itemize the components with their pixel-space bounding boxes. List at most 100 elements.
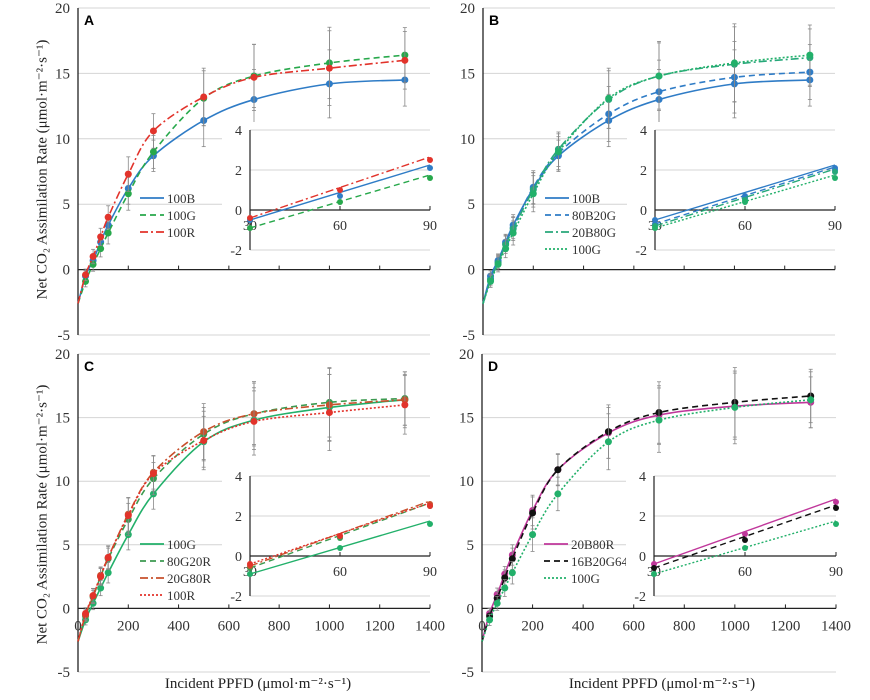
data-point: [605, 94, 613, 102]
series-100G: [481, 370, 815, 642]
data-point: [89, 253, 97, 261]
inset-data-point: [742, 531, 748, 537]
data-point: [89, 260, 97, 268]
data-point: [401, 401, 409, 409]
data-point: [731, 403, 739, 411]
inset-data-point: [247, 571, 253, 577]
legend-label: 100G: [572, 242, 601, 257]
inset-x-tick-label: 60: [738, 565, 752, 580]
y-tick-label: 10: [459, 474, 474, 490]
x-tick-label: 400: [572, 618, 595, 634]
inset-data-point: [833, 505, 839, 511]
data-point: [554, 466, 562, 474]
x-tick-label: 1200: [365, 618, 395, 634]
y-tick-label: 15: [459, 411, 474, 427]
inset-B: -2024306090: [627, 122, 842, 259]
data-point: [807, 396, 815, 404]
inset-data-point: [742, 537, 748, 543]
inset-data-point: [337, 193, 343, 199]
y-tick-label: 10: [55, 132, 70, 148]
y-tick-label: 10: [55, 474, 70, 490]
data-point: [149, 148, 157, 156]
inset-data-point: [652, 225, 658, 231]
legend-label: 80G20R: [167, 554, 211, 569]
y-tick-label: 20: [55, 1, 70, 17]
panel-label: B: [489, 12, 499, 28]
data-point: [494, 260, 502, 268]
legend-label: 20G80R: [167, 571, 211, 586]
inset-data-point: [247, 561, 253, 567]
data-point: [486, 616, 494, 624]
series-100R: [77, 30, 409, 304]
data-point: [250, 73, 258, 81]
data-point: [124, 512, 132, 520]
data-point: [493, 599, 501, 607]
legend-label: 100R: [167, 225, 196, 240]
inset-y-tick-label: -2: [635, 244, 647, 259]
data-point: [200, 436, 208, 444]
inset-background: [627, 122, 837, 258]
data-point: [124, 190, 132, 198]
data-point: [509, 229, 517, 237]
data-point: [401, 56, 409, 64]
y-tick-label: 20: [55, 347, 70, 363]
inset-y-tick-label: 4: [640, 124, 647, 139]
x-tick-label: 1000: [720, 618, 750, 634]
y-tick-label: 0: [63, 263, 71, 279]
data-point: [97, 584, 105, 592]
inset-y-tick-label: 2: [235, 510, 242, 525]
inset-data-point: [337, 199, 343, 205]
inset-y-tick-label: 0: [640, 204, 647, 219]
inset-A: -2024306090: [222, 122, 437, 259]
inset-x-tick-label: 90: [829, 565, 843, 580]
panel-label: A: [84, 12, 94, 28]
data-point: [104, 569, 112, 577]
y-tick-label: -5: [58, 328, 71, 344]
y-tick-label: 5: [467, 538, 475, 554]
legend-label: 20B80R: [571, 537, 615, 552]
legend-label: 80B20G: [572, 208, 616, 223]
inset-y-tick-label: 0: [235, 204, 242, 219]
data-point: [508, 569, 516, 577]
inset-data-point: [427, 175, 433, 181]
y-tick-label: -5: [463, 328, 476, 344]
y-tick-label: -5: [462, 665, 475, 681]
inset-C: -2024306090: [222, 468, 437, 605]
x-tick-label: 600: [622, 618, 645, 634]
inset-y-tick-label: 4: [235, 124, 242, 139]
y-tick-label: 10: [460, 132, 475, 148]
x-tick-label: 0: [74, 618, 82, 634]
inset-y-tick-label: 0: [235, 550, 242, 565]
inset-data-point: [833, 521, 839, 527]
data-point: [730, 59, 738, 67]
x-tick-label: 600: [218, 618, 241, 634]
x-tick-label: 800: [673, 618, 696, 634]
inset-x-tick-label: 90: [423, 219, 437, 234]
y-tick-label: 0: [468, 263, 476, 279]
y-tick-label: 15: [55, 411, 70, 427]
inset-y-tick-label: 2: [640, 164, 647, 179]
data-point: [529, 509, 537, 517]
inset-x-tick-label: 60: [333, 219, 347, 234]
y-tick-label: 5: [468, 197, 476, 213]
y-axis-label-bottom: Net CO₂ Assimilation Rate (μmol·m⁻²·s⁻¹): [34, 384, 51, 645]
data-point: [97, 245, 105, 253]
y-tick-label: 15: [55, 66, 70, 82]
legend-label: 16B20G64R: [571, 554, 637, 569]
data-point: [325, 64, 333, 72]
x-tick-label: 0: [478, 618, 486, 634]
data-point: [806, 51, 814, 59]
inset-D: -2024306090: [626, 468, 843, 605]
data-point: [200, 93, 208, 101]
y-tick-label: 0: [467, 601, 475, 617]
data-point: [529, 190, 537, 198]
data-point: [104, 554, 112, 562]
inset-series-line: [653, 520, 837, 575]
x-tick-label: 1200: [770, 618, 800, 634]
y-tick-label: 20: [459, 347, 474, 363]
inset-x-tick-label: 60: [738, 219, 752, 234]
x-tick-label: 800: [268, 618, 291, 634]
